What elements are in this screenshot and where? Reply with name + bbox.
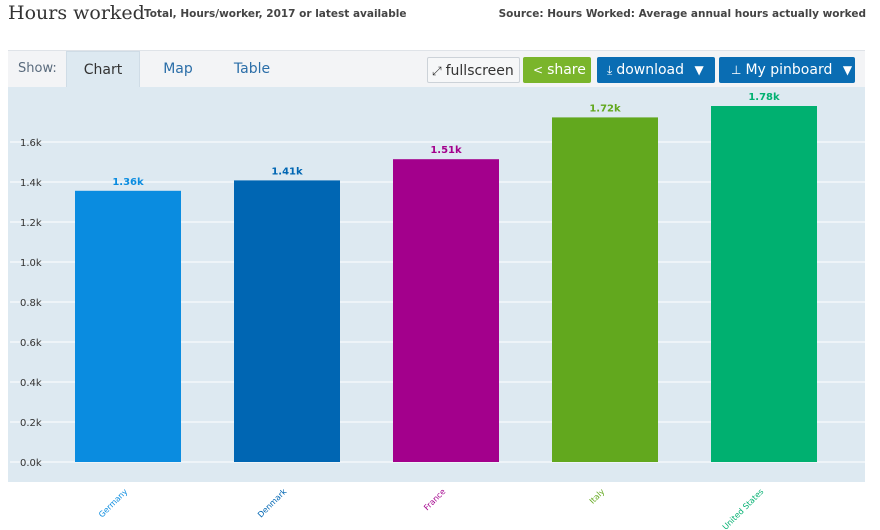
data-label: 1.41k xyxy=(271,166,303,177)
caret-down-icon: ▼ xyxy=(694,63,704,77)
share-icon: < xyxy=(533,63,544,77)
chart-toolbar: Show: Chart Map Table ⤢ fullscreen < share… xyxy=(8,50,865,88)
y-tick-label: 1.2k xyxy=(20,218,42,229)
x-tick-label: United States xyxy=(721,487,766,530)
pinboard-button[interactable]: ⊥ My pinboard ▼ xyxy=(719,57,855,83)
data-label: 1.78k xyxy=(748,92,780,103)
x-tick-label: Denmark xyxy=(256,487,289,520)
data-label: 1.51k xyxy=(430,145,462,156)
tab-chart[interactable]: Chart xyxy=(66,51,140,88)
bar xyxy=(393,159,499,462)
y-tick-label: 1.0k xyxy=(20,258,42,269)
source-note: Source: Hours Worked: Average annual hou… xyxy=(498,8,866,20)
x-tick-label: Germany xyxy=(97,487,130,520)
tab-table[interactable]: Table xyxy=(233,61,271,77)
fullscreen-button[interactable]: ⤢ fullscreen xyxy=(427,57,520,83)
caret-down-icon: ▼ xyxy=(842,63,853,77)
download-icon: ⤓ xyxy=(607,63,613,77)
chart-subtitle: Total, Hours/worker, 2017 or latest avai… xyxy=(144,8,407,20)
y-tick-label: 0.0k xyxy=(20,458,42,469)
pin-icon: ⊥ xyxy=(731,63,742,77)
chart-header: Hours worked Total, Hours/worker, 2017 o… xyxy=(0,0,880,30)
x-tick-label: Italy xyxy=(588,487,607,506)
bar xyxy=(552,117,658,463)
share-label: share xyxy=(547,62,586,78)
download-label: download xyxy=(616,62,685,78)
bar-chart: 0.0k 0.2k 0.4k 0.6k 0.8k 1.0k 1.2k 1.4k 1.6k 1.36… xyxy=(10,92,865,530)
tab-map[interactable]: Map xyxy=(163,61,193,77)
bar xyxy=(711,106,817,462)
bar xyxy=(234,180,340,462)
data-label: 1.36k xyxy=(112,177,144,188)
download-button[interactable]: ⤓ download ▼ xyxy=(597,57,715,83)
y-tick-label: 0.6k xyxy=(20,338,42,349)
show-label: Show: xyxy=(18,61,57,76)
y-tick-label: 1.6k xyxy=(20,138,42,149)
y-tick-label: 1.4k xyxy=(20,178,42,189)
x-tick-label: France xyxy=(422,487,447,512)
y-tick-label: 0.2k xyxy=(20,418,42,429)
page-title: Hours worked xyxy=(8,2,145,24)
pinboard-label: My pinboard xyxy=(745,62,833,78)
data-label: 1.72k xyxy=(589,103,621,114)
y-tick-label: 0.4k xyxy=(20,378,42,389)
bar xyxy=(75,190,181,463)
y-tick-label: 0.8k xyxy=(20,298,42,309)
fullscreen-label: fullscreen xyxy=(445,63,514,79)
expand-icon: ⤢ xyxy=(432,64,442,78)
share-button[interactable]: < share xyxy=(523,57,591,83)
